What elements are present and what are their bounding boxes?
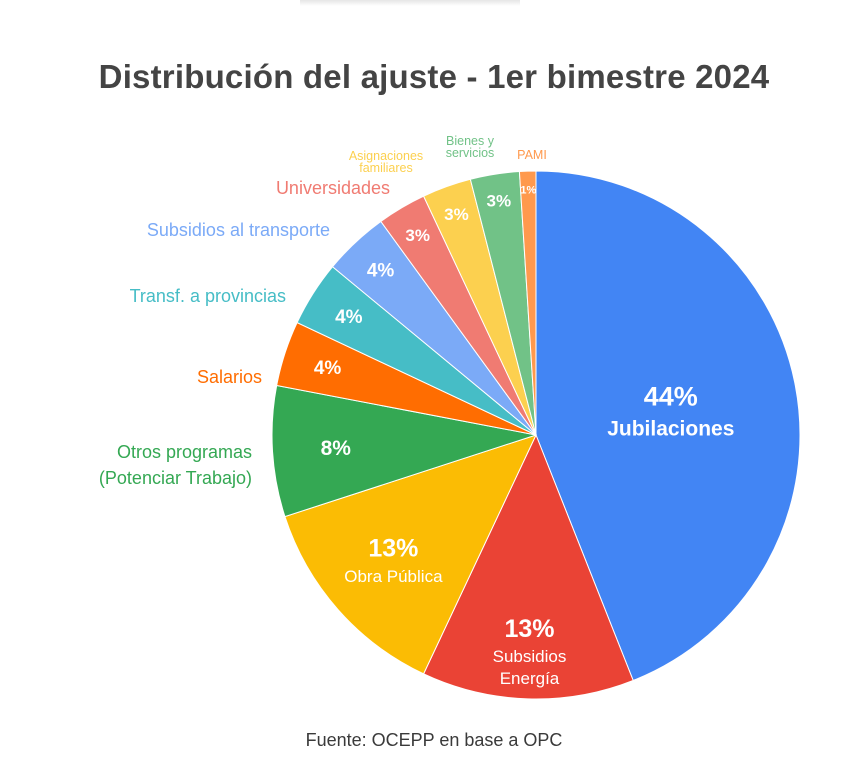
pie-percent-label-bienes-y-servicios: 3% bbox=[487, 191, 512, 210]
pie-percent-label-otros-programas-potenciar-trabajo: 8% bbox=[321, 437, 352, 460]
pie-external-label-otros-programas-potenciar-trabajo-line-1: Otros programas bbox=[117, 442, 252, 462]
pie-external-label-salarios: Salarios bbox=[197, 367, 262, 387]
pie-percent-label-transf-a-provincias: 4% bbox=[335, 307, 363, 328]
pie-external-label-pami: PAMI bbox=[517, 148, 547, 162]
top-edge-shadow bbox=[300, 0, 520, 6]
pie-category-label-subsidios-energia-line-1: Subsidios bbox=[493, 647, 567, 666]
pie-external-label-bienes-y-servicios-line-1: Bienes y bbox=[446, 134, 495, 148]
pie-external-label-subsidios-al-transporte: Subsidios al transporte bbox=[147, 220, 330, 240]
pie-percent-label-pami: 1% bbox=[520, 185, 536, 197]
pie-category-label-obra-publica: Obra Pública bbox=[344, 567, 443, 586]
pie-external-label-bienes-y-servicios-line-2: servicios bbox=[446, 146, 495, 160]
chart-title: Distribución del ajuste - 1er bimestre 2… bbox=[98, 58, 770, 95]
pie-slice-jubilaciones bbox=[535, 170, 801, 682]
pie-percent-label-universidades: 3% bbox=[405, 226, 430, 245]
pie-category-label-subsidios-energia-line-2: Energía bbox=[500, 669, 560, 688]
pie-slice-subsidios-energia bbox=[422, 433, 634, 700]
pie-percent-label-obra-publica: 13% bbox=[368, 535, 418, 563]
pie-category-label-jubilaciones: Jubilaciones bbox=[607, 418, 734, 441]
pie-slice-obra-publica bbox=[284, 434, 537, 675]
source-note: Fuente: OCEPP en base a OPC bbox=[305, 730, 563, 750]
pie-external-label-universidades: Universidades bbox=[276, 178, 390, 198]
pie-percent-label-asignaciones-familiares: 3% bbox=[444, 205, 469, 224]
pie-percent-label-subsidios-energia: 13% bbox=[504, 615, 554, 643]
pie-percent-label-jubilaciones: 44% bbox=[644, 381, 698, 411]
pie-slice-pami bbox=[518, 170, 537, 436]
pie-percent-label-salarios: 4% bbox=[314, 358, 342, 379]
pie-percent-label-subsidios-al-transporte: 4% bbox=[367, 260, 395, 281]
pie-external-label-transf-a-provincias: Transf. a provincias bbox=[130, 286, 286, 306]
pie-external-label-asignaciones-familiares-line-1: Asignaciones bbox=[349, 149, 423, 163]
pie-slice-otros-programas-potenciar-trabajo bbox=[271, 384, 537, 518]
pie-external-label-asignaciones-familiares-line-2: familiares bbox=[359, 161, 413, 175]
pie-external-label-otros-programas-potenciar-trabajo-line-2: (Potenciar Trabajo) bbox=[99, 468, 252, 488]
